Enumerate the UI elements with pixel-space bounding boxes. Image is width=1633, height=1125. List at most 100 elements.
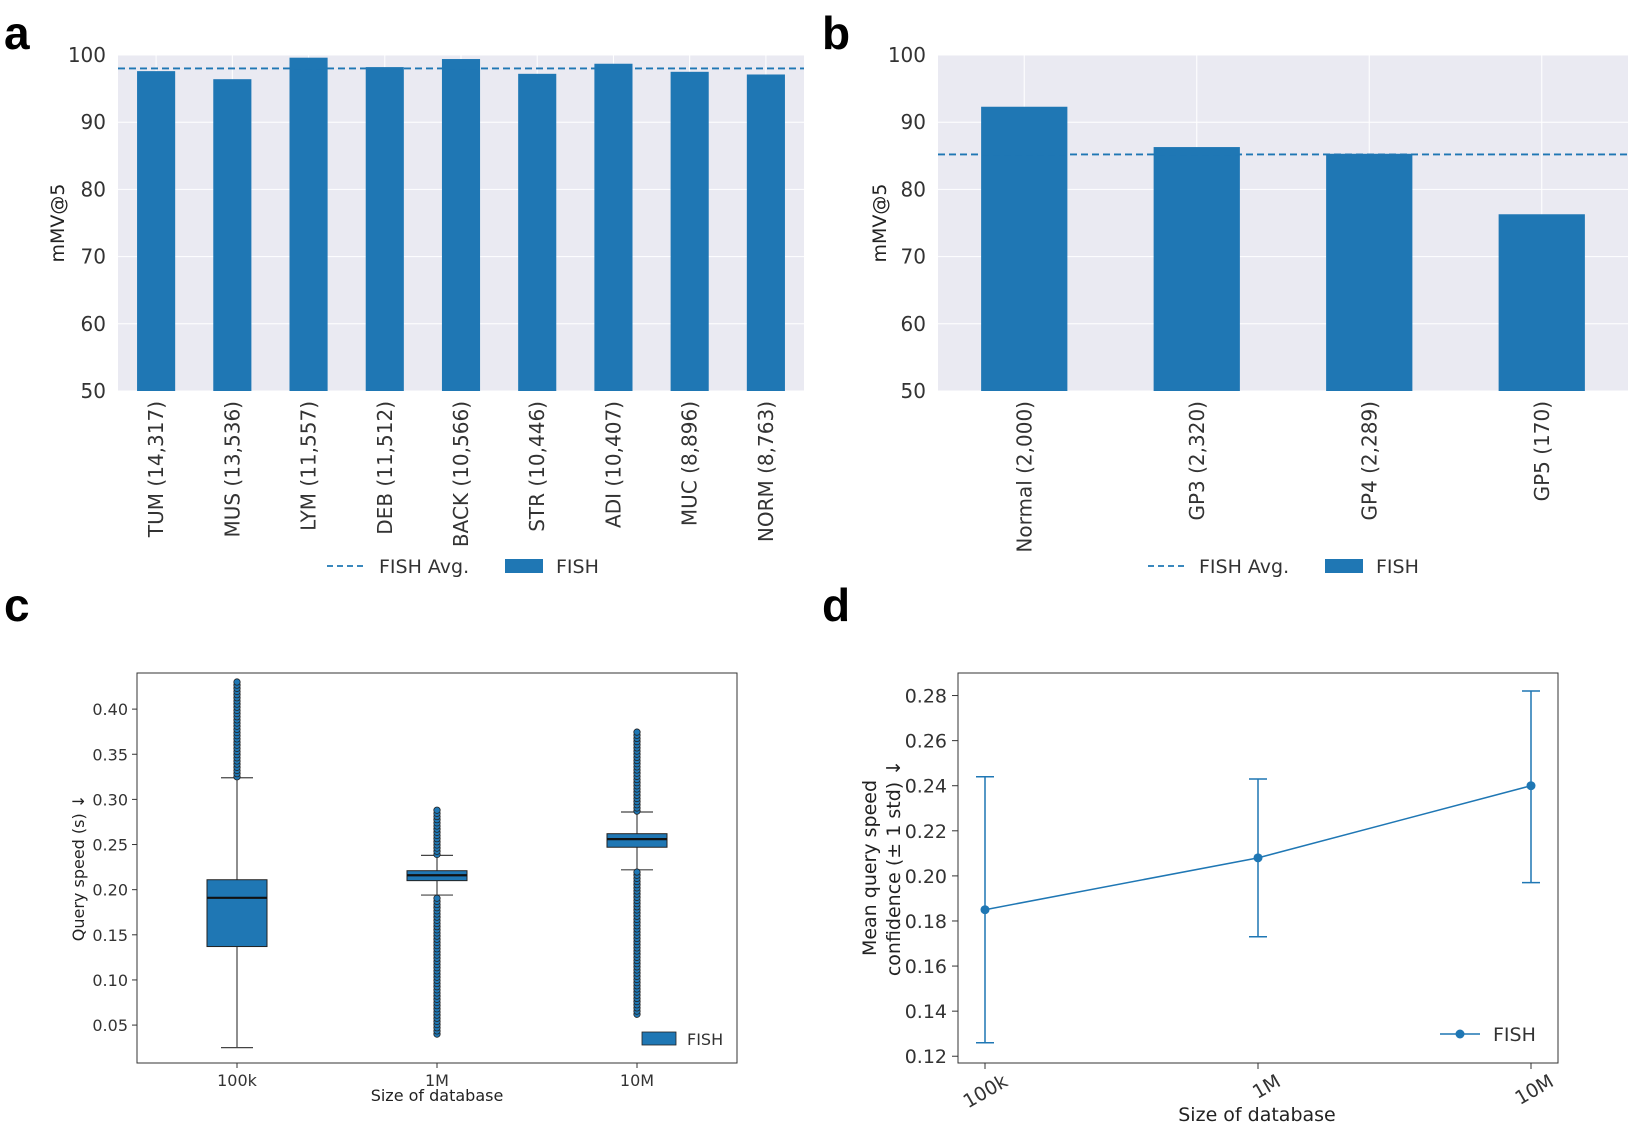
x-tick-label-c: 100k (217, 1071, 258, 1090)
legend-c: FISH (641, 1030, 723, 1049)
y-tick-label-c: 0.05 (92, 1016, 128, 1035)
bar-a (213, 79, 252, 391)
y-tick-label-a: 100 (68, 43, 106, 67)
outlier-high-c (633, 728, 641, 736)
bar-b (981, 106, 1068, 391)
panel-letter-b: b (822, 7, 850, 59)
y-tick-label-c: 0.25 (92, 836, 128, 855)
chart-panel-d: 0.12 0.14 0.16 0.18 0.20 0.22 0.24 0.26 0.28 100… (859, 672, 1559, 1125)
y-axis-label-d-line1: Mean query speed (859, 780, 881, 956)
y-tick-label-a: 50 (81, 379, 106, 403)
x-tick-label-d: 100k (960, 1070, 1012, 1113)
y-tick-label-d: 0.18 (905, 911, 947, 933)
boxes-c (206, 678, 668, 1049)
y-tick-label-c: 0.30 (92, 790, 128, 809)
y-tick-label-b: 60 (901, 312, 926, 336)
data-point-d (1526, 781, 1536, 791)
bars-a (137, 57, 785, 392)
outlier-high-c (233, 678, 241, 686)
outlier-high-c (433, 806, 441, 814)
y-tick-label-a: 90 (81, 110, 106, 134)
x-ticks-b: Normal (2,000) GP3 (2,320) GP4 (2,289) GP5 … (1012, 401, 1554, 553)
x-tick-label-a: LYM (11,557) (297, 401, 321, 531)
x-tick-label-d: 1M (1249, 1070, 1285, 1103)
legend-series-label-a: FISH (556, 556, 599, 578)
chart-panel-c: 0.050.100.150.200.250.300.350.40 100k 1M 1… (69, 672, 738, 1105)
box-c (606, 833, 668, 848)
points-d (980, 781, 1536, 915)
y-tick-label-c: 0.15 (92, 926, 128, 945)
bar-a (441, 59, 481, 391)
y-tick-label-d: 0.28 (905, 686, 947, 708)
y-ticks-a: 50 60 70 80 90 100 (68, 43, 106, 403)
y-tick-label-d: 0.24 (905, 776, 947, 798)
x-ticks-a: TUM (14,317) MUS (13,536) LYM (11,557) DEB … (144, 401, 778, 547)
y-tick-label-b: 100 (888, 43, 926, 67)
box-c (206, 879, 268, 948)
panel-letter-a: a (4, 7, 30, 59)
legend-series-label-d: FISH (1493, 1024, 1536, 1046)
y-tick-label-d: 0.22 (905, 821, 947, 843)
x-tick-label-b: GP3 (2,320) (1185, 401, 1209, 521)
legend-bar-swatch-a (505, 559, 543, 573)
bar-b (1326, 153, 1413, 391)
legend-avg-label-a: FISH Avg. (379, 556, 469, 578)
bar-a (137, 71, 176, 392)
bar-a (365, 67, 404, 391)
bar-a (518, 73, 557, 391)
y-tick-label-a: 80 (81, 177, 106, 201)
data-point-d (1253, 853, 1263, 863)
data-point-d (980, 905, 990, 915)
x-tick-label-a: STR (10,446) (525, 401, 549, 532)
y-ticks-c: 0.05 0.10 0.15 0.20 0.25 0.30 0.35 0.40 (92, 700, 137, 1035)
y-tick-label-b: 70 (901, 245, 926, 269)
y-tick-label-d: 0.26 (905, 731, 947, 753)
y-tick-label-b: 90 (901, 110, 926, 134)
y-tick-label-d: 0.12 (905, 1046, 947, 1068)
outlier-low-c (433, 894, 441, 902)
legend-d: FISH (1440, 1024, 1536, 1046)
legend-box-swatch-c (641, 1031, 677, 1046)
x-tick-label-a: BACK (10,566) (449, 401, 473, 547)
y-tick-label-a: 60 (81, 312, 106, 336)
x-tick-label-c: 1M (425, 1071, 449, 1090)
y-tick-label-c: 0.40 (92, 700, 128, 719)
y-axis-label-a: mMV@5 (47, 184, 69, 263)
outlier-low-c (633, 868, 641, 876)
bar-a (594, 63, 633, 392)
x-ticks-c: 100k 1M 10M (217, 1063, 654, 1090)
bar-a (289, 57, 328, 392)
y-tick-label-d: 0.20 (905, 866, 947, 888)
x-axis-label-d: Size of database (1178, 1104, 1335, 1125)
bar-b (1498, 214, 1585, 391)
y-tick-label-a: 70 (81, 245, 106, 269)
y-tick-label-c: 0.10 (92, 971, 128, 990)
x-tick-label-a: DEB (11,512) (373, 401, 397, 535)
y-tick-label-d: 0.16 (905, 956, 947, 978)
chart-panel-a: 50 60 70 80 90 100 TUM (14,317) MUS (13,536) LY… (47, 43, 804, 578)
legend-b: FISH Avg. FISH (1148, 556, 1419, 578)
y-ticks-d: 0.12 0.14 0.16 0.18 0.20 0.22 0.24 0.26 0.28 (905, 686, 958, 1068)
legend-marker-swatch-d (1455, 1029, 1465, 1039)
y-tick-label-b: 50 (901, 379, 926, 403)
x-tick-label-b: GP4 (2,289) (1357, 401, 1381, 521)
y-axis-label-b: mMV@5 (869, 184, 891, 263)
panel-letter-d: d (822, 579, 850, 631)
y-tick-label-c: 0.20 (92, 881, 128, 900)
legend-series-label-c: FISH (687, 1030, 723, 1049)
x-axis-label-c: Size of database (371, 1086, 504, 1105)
y-tick-label-b: 80 (901, 177, 926, 201)
x-tick-label-d: 10M (1511, 1070, 1557, 1109)
y-axis-label-c: Query speed (s) ↓ (69, 795, 88, 941)
y-ticks-b: 50 60 70 80 90 100 (888, 43, 926, 403)
legend-series-label-b: FISH (1376, 556, 1419, 578)
x-tick-label-a: NORM (8,763) (754, 401, 778, 542)
legend-a: FISH Avg. FISH (327, 556, 599, 578)
x-tick-label-a: ADI (10,407) (601, 401, 625, 528)
y-tick-label-c: 0.35 (92, 745, 128, 764)
chart-panel-b: 50 60 70 80 90 100 Normal (2,000) GP3 (2,320) G… (869, 43, 1628, 578)
bar-b (1153, 147, 1240, 391)
legend-avg-label-b: FISH Avg. (1199, 556, 1289, 578)
y-tick-label-d: 0.14 (905, 1001, 947, 1023)
x-tick-label-a: MUC (8,896) (678, 401, 702, 526)
